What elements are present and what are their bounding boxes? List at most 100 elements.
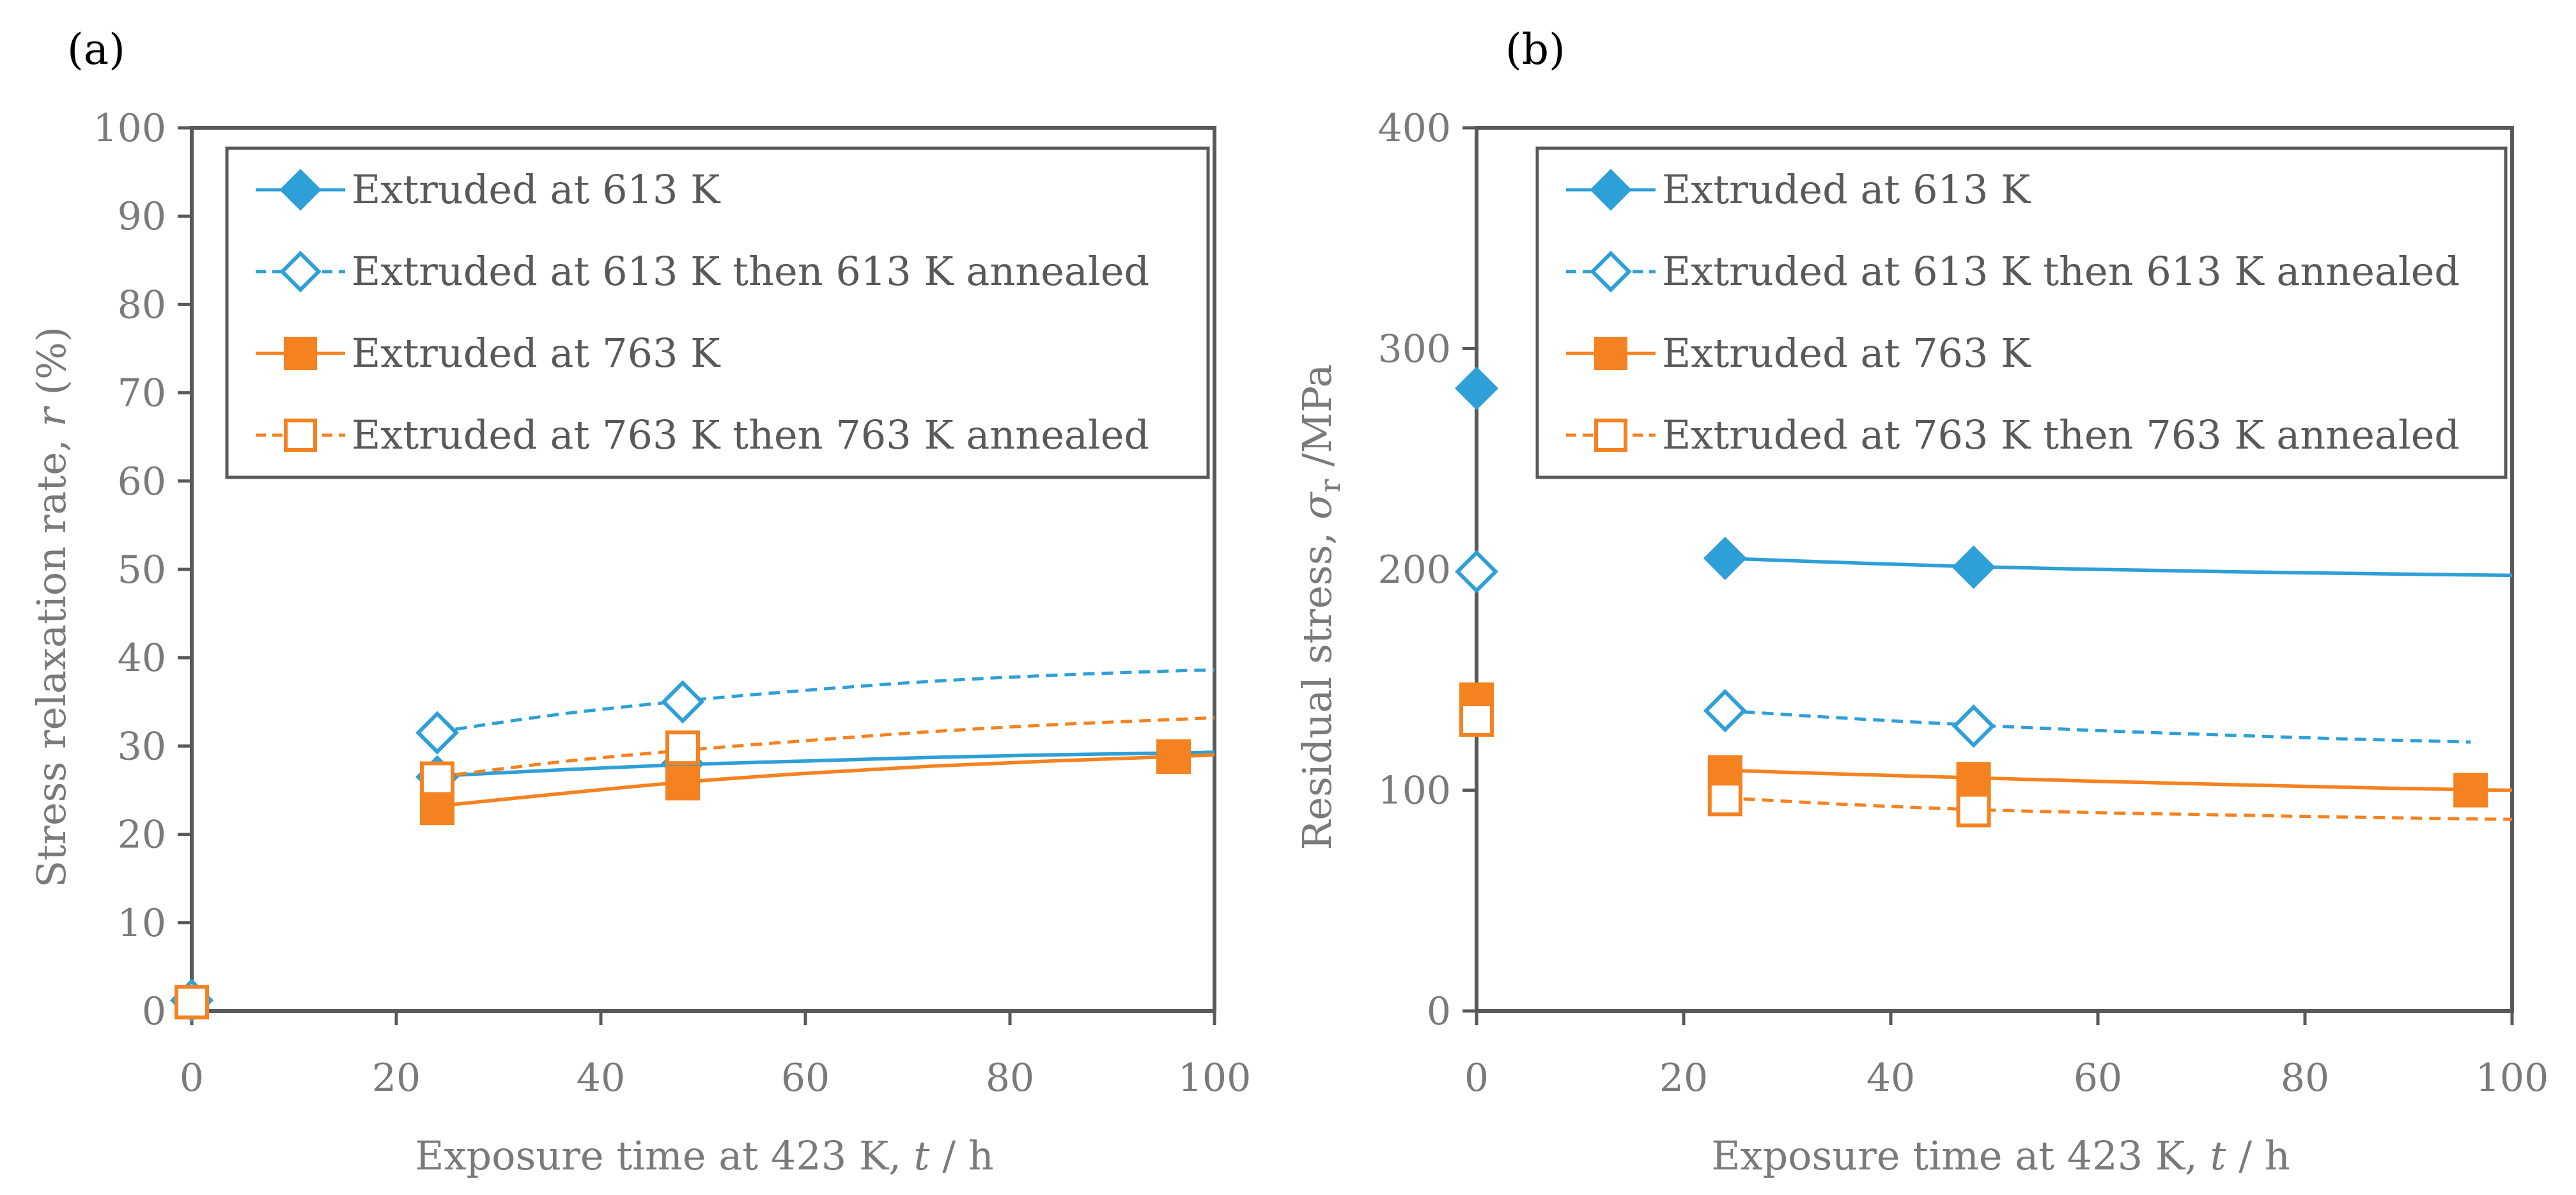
panel-b-x-title-var: t xyxy=(2210,1132,2226,1179)
panel-a-series-2-point xyxy=(415,711,460,755)
panel-b-y-tick-label: 200 xyxy=(1377,548,1451,592)
panel-a-y-tick-label: 30 xyxy=(118,724,166,769)
panel-a-x-title-unit: / h xyxy=(930,1132,994,1179)
panel-a-legend-label-1: Extruded at 613 K xyxy=(352,166,721,213)
panel-a-y-tick-label: 0 xyxy=(142,989,166,1034)
panel-a-y-tick-label: 20 xyxy=(118,813,166,858)
panel-a-y-title-unit: (%) xyxy=(28,327,75,408)
panel-b-legend-swatch-marker xyxy=(1590,251,1632,293)
panel-b-series-1-point xyxy=(1951,545,1996,589)
panel-a-label: (a) xyxy=(67,25,125,74)
panel-a-x-tick-label: 0 xyxy=(180,1056,204,1100)
panel-b-legend-swatch-marker xyxy=(1594,337,1627,370)
panel-a-series-4-point xyxy=(175,985,209,1020)
panel-b-y-tick-label: 400 xyxy=(1377,106,1451,151)
panel-a-series-3-point xyxy=(1156,739,1191,774)
panel-b-x-tick-label: 60 xyxy=(2074,1056,2122,1100)
panel-b-x-title-unit: / h xyxy=(2226,1132,2290,1179)
panel-a-x-tick-label: 80 xyxy=(986,1056,1034,1100)
panel-b-y-title-var: σ xyxy=(1294,491,1340,520)
panel-a-series-4-point xyxy=(420,761,454,796)
panel-a-series-4-point xyxy=(665,730,700,766)
panel-a-series-3 xyxy=(175,739,1214,1020)
panel-a-x-tick-label: 60 xyxy=(781,1056,830,1100)
panel-b-series-2-point xyxy=(1951,704,1996,748)
panel-a-series-1-line xyxy=(437,750,1214,778)
panel-a-series-3-point xyxy=(665,766,700,801)
panel-b-y-title-prefix: Residual stress, xyxy=(1294,520,1340,850)
panel-b-legend-label-1: Extruded at 613 K xyxy=(1662,166,2031,213)
panel-b-x-tick-label: 20 xyxy=(1659,1056,1708,1100)
panel-a-series-3-point xyxy=(420,790,454,826)
panel-a-legend-swatch-marker xyxy=(284,337,317,370)
panel-b-x-tick-label: 0 xyxy=(1464,1056,1489,1100)
panel-a-y-tick-label: 50 xyxy=(118,548,166,592)
panel-a: (a) Stress relaxation rate, r (%) Exposu… xyxy=(28,25,1251,1179)
panel-a-y-axis-title: Stress relaxation rate, r (%) xyxy=(28,327,75,888)
panel-b-y-tick-label: 0 xyxy=(1427,989,1451,1034)
panel-b-y-title-sub: r xyxy=(1314,479,1347,493)
panel-b-x-tick-label: 100 xyxy=(2476,1056,2549,1100)
panel-a-y-tick-label: 10 xyxy=(118,901,166,946)
panel-a-x-tick-label: 20 xyxy=(372,1056,421,1100)
panel-b-series-3-point xyxy=(2453,773,2488,808)
panel-a-series-3-line xyxy=(437,753,1214,808)
panel-b-legend-swatch-marker xyxy=(1594,419,1627,452)
panel-b-y-tick-label: 100 xyxy=(1377,769,1451,813)
panel-a-x-title-var: t xyxy=(914,1132,930,1179)
panel-b-series-1-point xyxy=(1703,536,1747,580)
panel-b-series-2-point xyxy=(1454,550,1499,594)
panel-a-series-4-line xyxy=(437,716,1214,779)
panel-a-legend-label-3: Extruded at 763 K xyxy=(352,330,721,376)
panel-b-series-4-point xyxy=(1956,792,1991,828)
panel-a-y-title-var: r xyxy=(28,406,75,427)
panel-b-series-2-line xyxy=(1725,709,2471,744)
panel-b-series-2-point xyxy=(1703,689,1747,733)
panel-b-legend-label-2: Extruded at 613 K then 613 K annealed xyxy=(1662,248,2460,295)
panel-b-x-title-prefix: Exposure time at 423 K, xyxy=(1711,1132,2210,1179)
panel-b-series-1-point xyxy=(1454,366,1499,410)
panel-b-y-title-unit: /MPa xyxy=(1294,364,1340,479)
panel-b-x-tick-label: 80 xyxy=(2281,1056,2329,1100)
panel-b: (b) Residual stress, σr /MPa Exposure ti… xyxy=(1294,25,2549,1179)
panel-a-legend-swatch-marker xyxy=(284,419,317,452)
panel-a-y-tick-label: 80 xyxy=(118,282,166,327)
panel-a-legend-label-2: Extruded at 613 K then 613 K annealed xyxy=(352,248,1149,295)
panel-b-series-3 xyxy=(1459,682,2512,808)
panel-a-legend-box xyxy=(225,146,1210,479)
panel-a-y-tick-label: 100 xyxy=(93,106,166,151)
panel-a-legend-swatch-marker xyxy=(279,169,322,211)
panel-b-series-4-line xyxy=(1725,796,2512,821)
panel-b-series-1 xyxy=(1454,366,2512,589)
panel-b-x-tick-label: 40 xyxy=(1866,1056,1915,1100)
panel-b-label: (b) xyxy=(1505,25,1565,74)
panel-b-legend-box xyxy=(1535,146,2508,479)
panel-a-series-2 xyxy=(169,668,1214,1022)
panel-a-x-axis-title: Exposure time at 423 K, t / h xyxy=(415,1132,994,1179)
panel-a-legend-swatch-marker xyxy=(279,251,322,293)
panel-a-series-4 xyxy=(175,716,1214,1020)
panel-b-x-axis-title: Exposure time at 423 K, t / h xyxy=(1711,1132,2290,1179)
panel-b-series-4-point xyxy=(1459,702,1494,737)
panel-a-y-tick-label: 40 xyxy=(118,636,166,681)
panel-a-series-2-line xyxy=(437,668,1214,734)
panel-a-series-2-point xyxy=(660,680,705,724)
panel-b-legend-label-3: Extruded at 763 K xyxy=(1662,330,2031,376)
panel-b-legend: Extruded at 613 K Extruded at 613 K then … xyxy=(1535,146,2508,479)
panel-b-series-4-point xyxy=(1707,782,1742,817)
panel-a-x-tick-label: 100 xyxy=(1178,1056,1252,1100)
panel-a-y-title-prefix: Stress relaxation rate, xyxy=(28,427,75,888)
panel-a-legend: Extruded at 613 K Extruded at 613 K then … xyxy=(225,146,1210,479)
panel-b-series-4 xyxy=(1459,702,2512,828)
panel-b-y-tick-label: 300 xyxy=(1377,327,1451,372)
panel-a-y-tick-label: 70 xyxy=(118,371,166,416)
panel-a-x-tick-label: 40 xyxy=(577,1056,625,1100)
panel-b-legend-label-4: Extruded at 763 K then 763 K annealed xyxy=(1662,412,2460,458)
panel-b-series-3-point xyxy=(1956,762,1991,797)
panel-b-series-2 xyxy=(1454,550,2471,748)
panel-a-legend-label-4: Extruded at 763 K then 763 K annealed xyxy=(352,412,1149,458)
panel-b-y-axis-title: Residual stress, σr /MPa xyxy=(1294,364,1347,851)
panel-b-legend-swatch-marker xyxy=(1590,169,1632,211)
panel-a-x-title-prefix: Exposure time at 423 K, xyxy=(415,1132,913,1179)
